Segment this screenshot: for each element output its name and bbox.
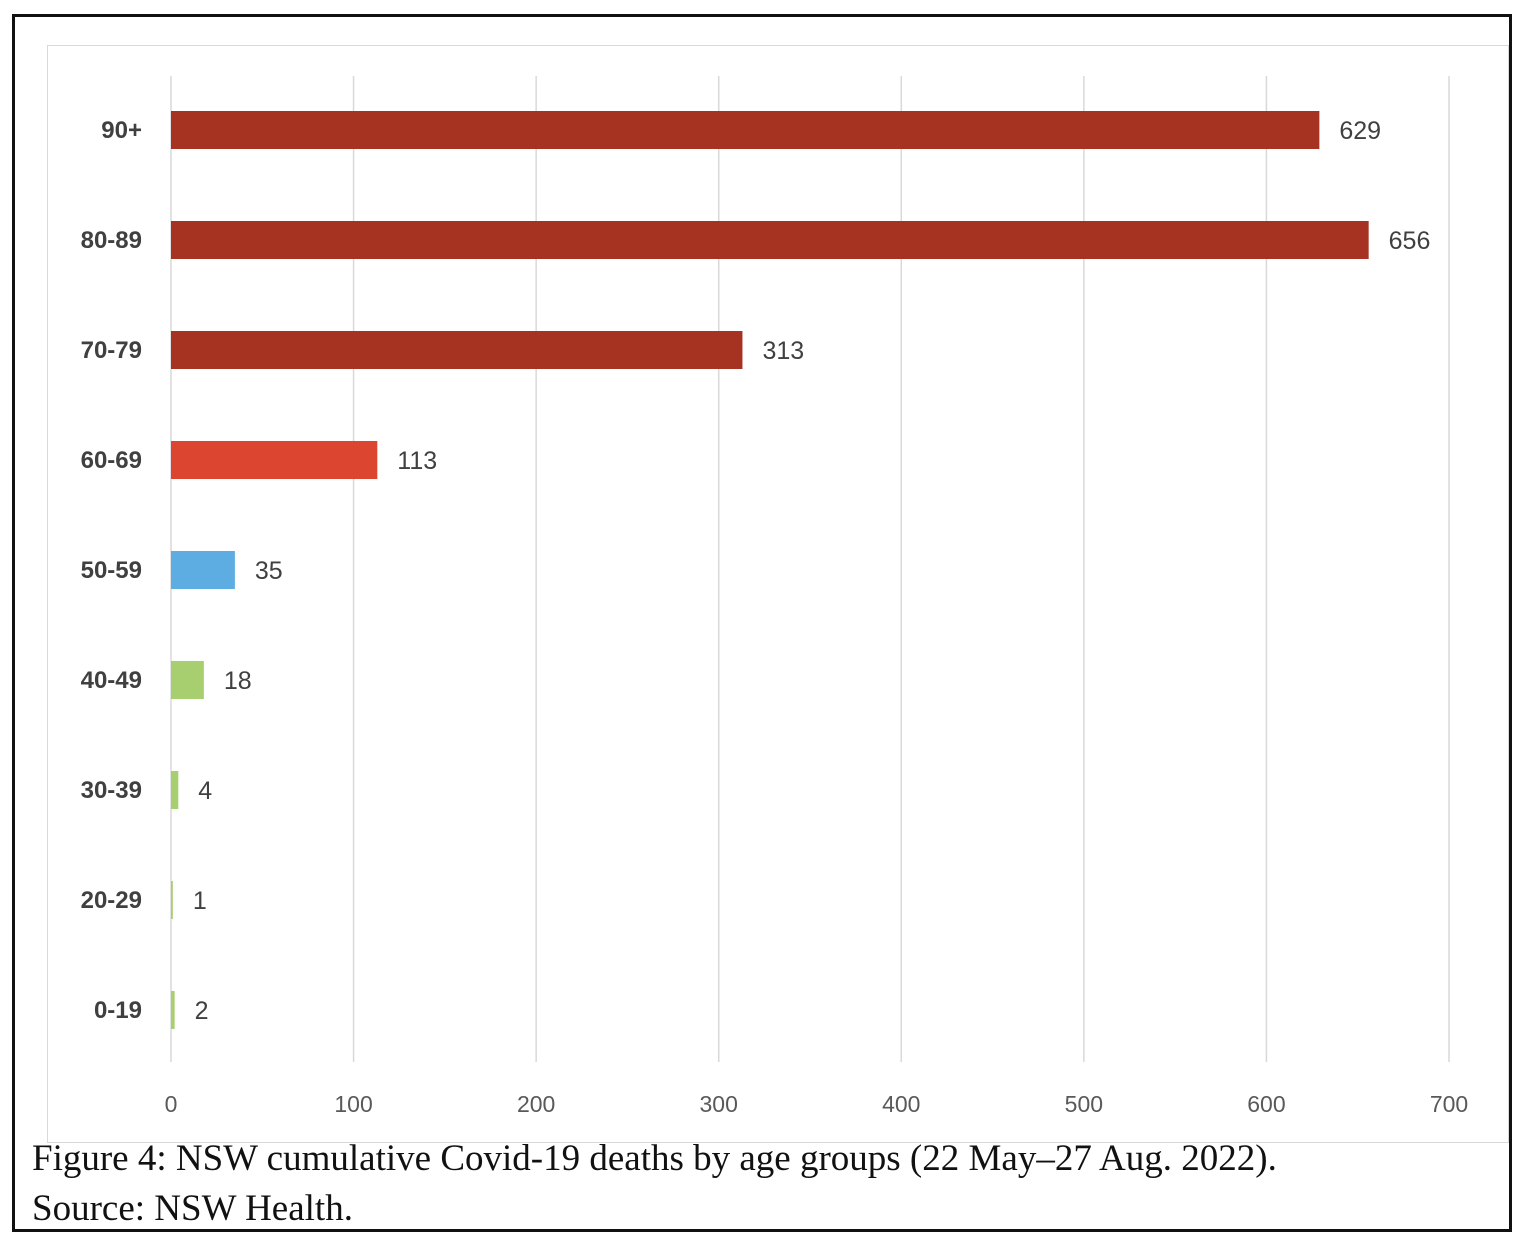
- bar-30-39: [171, 771, 179, 809]
- data-label-0-19: 2: [195, 997, 209, 1025]
- data-label-70-79: 313: [762, 337, 804, 365]
- y-category-label-50-59: 50-59: [81, 557, 142, 584]
- y-category-label-90+: 90+: [101, 117, 142, 144]
- y-category-label-0-19: 0-19: [94, 997, 142, 1024]
- x-tick-label-200: 200: [517, 1091, 555, 1117]
- x-tick-label-0: 0: [165, 1091, 178, 1117]
- y-category-label-30-39: 30-39: [81, 777, 142, 804]
- bar-70-79: [171, 331, 743, 369]
- bar-90+: [171, 111, 1320, 149]
- labels: 0 100 200 300 400 500 600 700 90+ 629 80-89 656 70-7…: [81, 117, 1469, 1117]
- bars: [171, 111, 1369, 1029]
- data-label-80-89: 656: [1389, 227, 1431, 255]
- chart-area: 0 100 200 300 400 500 600 700 90+ 629 80-89 656 70-7…: [47, 45, 1509, 1143]
- figure-caption: Figure 4: NSW cumulative Covid-19 deaths…: [32, 1134, 1492, 1234]
- bar-60-69: [171, 441, 378, 479]
- data-label-90+: 629: [1339, 117, 1381, 145]
- x-tick-label-300: 300: [700, 1091, 738, 1117]
- data-label-30-39: 4: [198, 777, 212, 805]
- x-tick-label-400: 400: [882, 1091, 920, 1117]
- y-category-label-60-69: 60-69: [81, 447, 142, 474]
- data-label-60-69: 113: [397, 447, 437, 475]
- x-tick-label-500: 500: [1065, 1091, 1103, 1117]
- y-category-label-80-89: 80-89: [81, 227, 142, 254]
- bar-chart: 0 100 200 300 400 500 600 700 90+ 629 80-89 656 70-7…: [81, 76, 1469, 1117]
- bar-0-19: [171, 991, 175, 1029]
- x-tick-label-600: 600: [1247, 1091, 1285, 1117]
- y-category-label-20-29: 20-29: [81, 887, 142, 914]
- data-label-50-59: 35: [255, 557, 283, 585]
- bar-80-89: [171, 221, 1369, 259]
- bar-20-29: [171, 881, 173, 919]
- bar-40-49: [171, 661, 204, 699]
- y-category-label-40-49: 40-49: [81, 667, 142, 694]
- caption-line-2: Source: NSW Health.: [32, 1188, 353, 1229]
- data-label-40-49: 18: [224, 667, 252, 695]
- x-tick-label-100: 100: [334, 1091, 372, 1117]
- data-label-20-29: 1: [193, 887, 207, 915]
- caption-line-1: Figure 4: NSW cumulative Covid-19 deaths…: [32, 1138, 1277, 1179]
- y-category-label-70-79: 70-79: [81, 337, 142, 364]
- x-tick-label-700: 700: [1430, 1091, 1468, 1117]
- bar-50-59: [171, 551, 235, 589]
- figure-frame: 0 100 200 300 400 500 600 700 90+ 629 80-89 656 70-7…: [12, 14, 1512, 1232]
